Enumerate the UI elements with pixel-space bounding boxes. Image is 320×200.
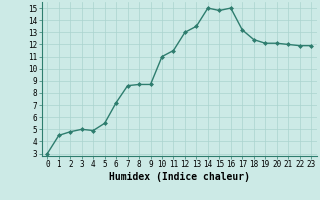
X-axis label: Humidex (Indice chaleur): Humidex (Indice chaleur) <box>109 172 250 182</box>
